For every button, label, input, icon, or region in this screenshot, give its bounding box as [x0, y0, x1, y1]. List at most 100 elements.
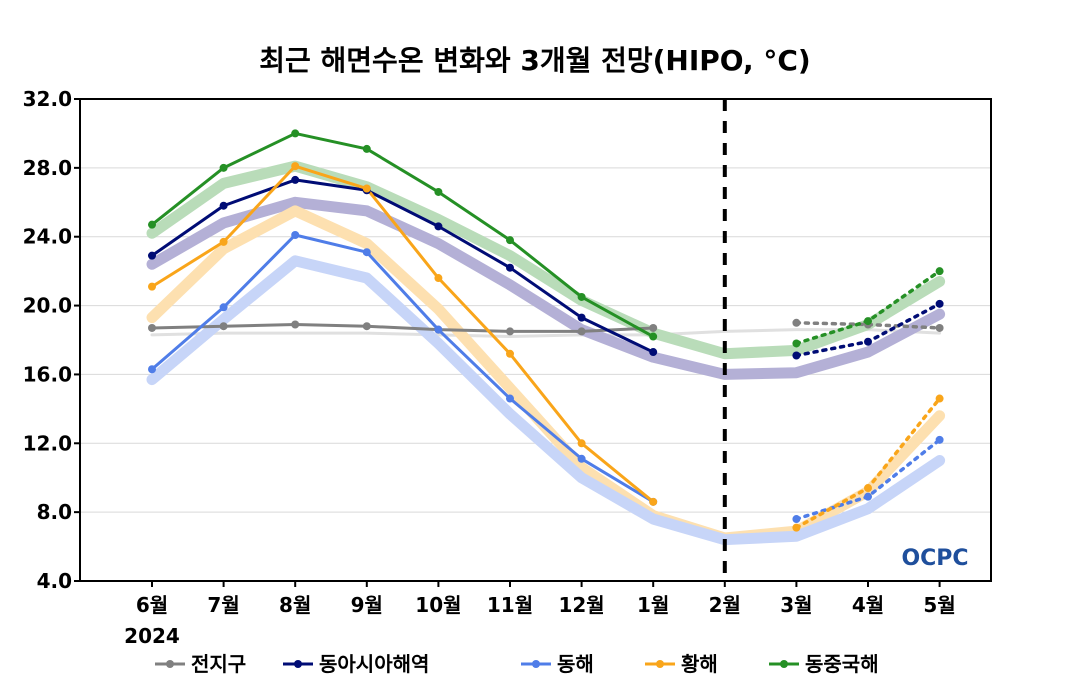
forecast-point: [792, 523, 801, 532]
x-tick-label: 11월: [487, 593, 533, 617]
legend-marker: [166, 660, 174, 668]
observed-point: [434, 187, 443, 196]
y-tick-label: 32.0: [23, 87, 72, 111]
observed-point: [291, 230, 300, 239]
plot-frame: [79, 98, 992, 582]
chart-title: 최근 해면수온 변화와 3개월 전망(HIPO, °C): [259, 44, 810, 77]
forecast-point: [864, 492, 872, 501]
observed-point: [291, 129, 300, 138]
observed-point: [148, 282, 156, 291]
observed-point: [506, 263, 514, 272]
observed-point: [219, 303, 228, 312]
observed-point: [434, 222, 443, 231]
climatology-band: [146, 196, 946, 380]
observed-line: [151, 178, 654, 354]
climatology-band: [150, 328, 942, 339]
forecast-point: [864, 484, 872, 493]
observed-point: [219, 237, 228, 246]
y-tick-label: 20.0: [23, 294, 72, 318]
y-tick-label: 24.0: [23, 225, 72, 249]
legend-marker: [656, 660, 664, 668]
climatology-band: [146, 160, 946, 360]
x-tick-label: 5월: [923, 593, 955, 617]
x-tick-label: 10월: [415, 593, 461, 617]
observed-point: [148, 251, 156, 260]
forecast-point: [864, 337, 872, 346]
x-tick-label: 4월: [852, 593, 884, 617]
forecast-point: [935, 394, 944, 403]
forecast-point: [935, 267, 944, 276]
observed-line: [151, 164, 655, 503]
forecast-point: [792, 318, 801, 327]
x-tick-label: 1월: [637, 593, 669, 617]
observed-point: [577, 292, 586, 301]
observed-point: [291, 320, 300, 329]
y-tick-label: 4.0: [37, 569, 72, 593]
x-tick-label: 8월: [279, 593, 311, 617]
observed-point: [219, 322, 228, 331]
legend-marker: [294, 660, 302, 668]
observed-lines: [151, 131, 655, 504]
legend-marker: [532, 660, 540, 668]
observed-point: [362, 144, 371, 153]
forecast-point: [792, 515, 801, 524]
forecast-point: [935, 323, 944, 332]
forecast-point: [935, 435, 944, 444]
x-tick-label: 9월: [351, 593, 383, 617]
observed-point: [362, 248, 371, 257]
y-tick-label: 16.0: [23, 362, 72, 386]
x-tick-label: 3월: [780, 593, 812, 617]
observed-point: [434, 325, 443, 334]
observed-point: [291, 175, 300, 184]
observed-point: [506, 394, 514, 403]
observed-point: [506, 236, 514, 245]
climatology-band: [146, 255, 946, 546]
x-tick-label: 2월: [709, 593, 741, 617]
observed-point: [577, 327, 586, 336]
observed-point: [649, 497, 658, 506]
climatology-bands: [146, 160, 946, 546]
observed-point: [506, 349, 514, 358]
observed-point: [506, 327, 514, 336]
legend: 전지구 동아시아해역 동해 황해 동중국해: [155, 652, 879, 676]
year-label: 2024: [124, 624, 180, 648]
observed-point: [434, 274, 443, 283]
gridlines: [80, 167, 991, 513]
observed-point: [649, 332, 658, 341]
observed-point: [577, 439, 586, 448]
legend-label: 동해: [557, 652, 594, 676]
observed-point: [148, 323, 156, 332]
observed-point: [649, 323, 658, 332]
observed-point: [649, 348, 658, 357]
observed-point: [148, 220, 156, 229]
observed-point: [219, 201, 228, 210]
ocpc-logo: OCPC: [901, 546, 968, 571]
forecast-point: [935, 299, 944, 308]
forecast-point: [792, 351, 801, 360]
x-tick-label: 7월: [207, 593, 239, 617]
observed-point: [577, 313, 586, 322]
legend-label: 동중국해: [805, 652, 879, 676]
observed-point: [577, 454, 586, 463]
observed-line: [151, 131, 654, 338]
observed-point: [148, 365, 156, 374]
forecast-point: [792, 339, 801, 348]
x-tick-label: 6월: [136, 593, 168, 617]
observed-point: [291, 162, 300, 171]
legend-marker: [780, 660, 788, 668]
observed-point: [219, 163, 228, 172]
x-axis-ticks: 6월 7월 8월 9월 10월 11월 12월 1월 2월 3월 4월 5월: [136, 581, 956, 617]
legend-label: 전지구: [191, 652, 246, 676]
data-markers: [148, 129, 944, 532]
observed-point: [362, 322, 371, 331]
legend-label: 황해: [681, 652, 718, 676]
observed-point: [362, 184, 371, 193]
logo-text: OCPC: [901, 546, 968, 571]
x-tick-label: 12월: [558, 593, 604, 617]
y-axis-ticks: 4.0 8.0 12.0 16.0 20.0 24.0 28.0 32.0: [23, 87, 80, 593]
y-tick-label: 8.0: [37, 500, 72, 524]
observed-line: [151, 233, 654, 504]
forecast-point: [864, 317, 872, 326]
observed-line: [151, 323, 654, 333]
